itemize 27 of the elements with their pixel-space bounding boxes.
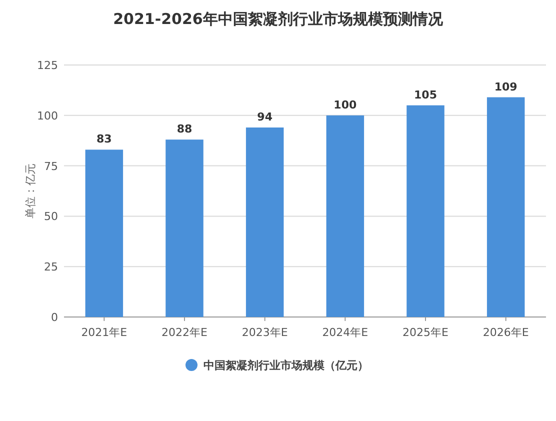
chart-title: 2021-2026年中国絮凝剂行业市场规模预测情况 <box>113 10 444 28</box>
data-label: 94 <box>257 110 273 124</box>
data-label: 100 <box>334 98 357 112</box>
y-axis-title: 单位：亿元 <box>24 164 37 218</box>
y-tick-label: 75 <box>44 160 58 173</box>
x-tick-label: 2025年E <box>402 326 449 339</box>
bar <box>85 150 124 317</box>
data-label: 109 <box>494 80 518 94</box>
bar <box>486 97 525 317</box>
bar <box>406 105 444 317</box>
x-tick-label: 2026年E <box>482 326 529 339</box>
legend-label: 中国絮凝剂行业市场规模（亿元） <box>204 359 368 372</box>
x-tick-label: 2024年E <box>322 326 368 339</box>
bar <box>246 127 284 317</box>
bar <box>166 140 204 317</box>
x-tick-label: 2022年E <box>162 326 208 339</box>
data-label: 105 <box>414 88 437 102</box>
x-tick-label: 2023年E <box>242 326 288 339</box>
y-tick-label: 50 <box>44 210 58 224</box>
bar <box>326 115 364 317</box>
y-tick-label: 25 <box>44 260 58 274</box>
x-tick-label: 2021年E <box>81 326 128 339</box>
y-tick-label: 0 <box>51 311 58 324</box>
y-tick-label: 100 <box>37 109 58 122</box>
y-tick-label: 125 <box>37 59 58 72</box>
data-label: 83 <box>96 132 112 146</box>
data-label: 88 <box>176 122 192 136</box>
